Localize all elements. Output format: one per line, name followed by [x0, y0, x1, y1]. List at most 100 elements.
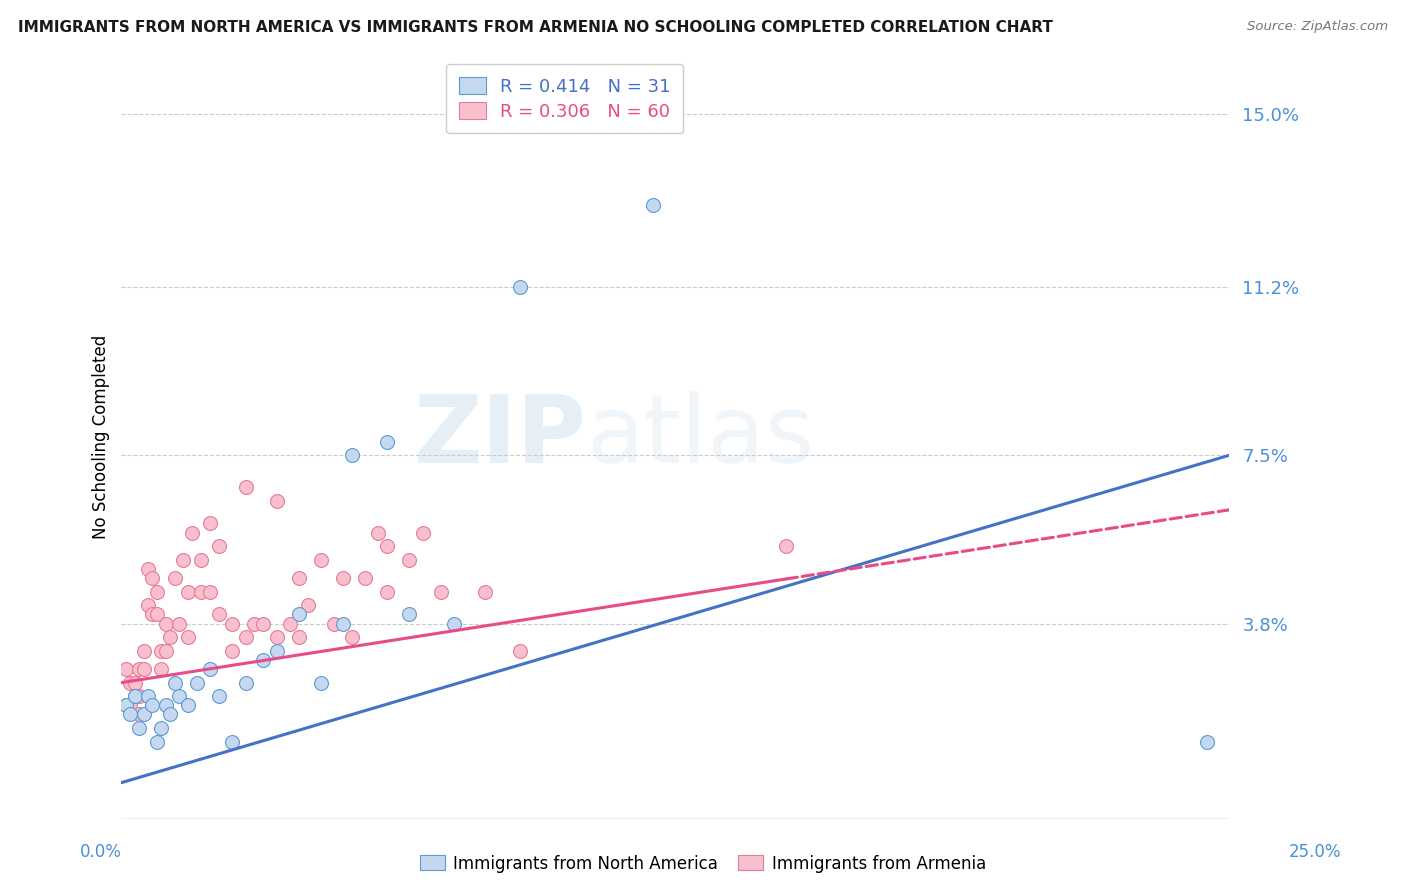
Text: ZIP: ZIP [413, 391, 586, 483]
Point [163, 675, 186, 690]
Point [235, 675, 257, 690]
Point [208, 690, 231, 704]
Point [181, 525, 204, 540]
Point [146, 584, 169, 599]
Point [155, 644, 177, 658]
Point [266, 630, 288, 644]
Point [128, 721, 150, 735]
Point [243, 616, 266, 631]
Point [474, 584, 496, 599]
Point [141, 571, 163, 585]
Point [340, 448, 363, 462]
Point [115, 698, 138, 713]
Point [1197, 735, 1219, 749]
Point [120, 698, 142, 713]
Y-axis label: No Schooling Completed: No Schooling Completed [93, 335, 110, 539]
Point [163, 571, 186, 585]
Point [221, 644, 243, 658]
Point [367, 525, 389, 540]
Point [155, 616, 177, 631]
Point [136, 599, 159, 613]
Point [177, 698, 200, 713]
Point [297, 599, 319, 613]
Point [278, 616, 301, 631]
Point [124, 675, 146, 690]
Point [208, 539, 231, 553]
Point [332, 616, 354, 631]
Point [132, 662, 155, 676]
Point [398, 607, 420, 622]
Point [309, 675, 332, 690]
Point [509, 280, 531, 294]
Point [198, 662, 221, 676]
Point [159, 630, 181, 644]
Point [132, 644, 155, 658]
Point [155, 698, 177, 713]
Point [159, 707, 181, 722]
Point [323, 616, 346, 631]
Point [167, 616, 190, 631]
Point [287, 607, 309, 622]
Point [252, 616, 274, 631]
Point [128, 662, 150, 676]
Point [190, 553, 212, 567]
Point [132, 707, 155, 722]
Point [198, 516, 221, 531]
Point [412, 525, 434, 540]
Text: 0.0%: 0.0% [80, 843, 122, 861]
Point [150, 721, 173, 735]
Text: 25.0%: 25.0% [1288, 843, 1341, 861]
Point [190, 584, 212, 599]
Point [124, 690, 146, 704]
Point [443, 616, 465, 631]
Point [221, 616, 243, 631]
Point [141, 607, 163, 622]
Point [509, 644, 531, 658]
Point [375, 434, 398, 449]
Point [198, 584, 221, 599]
Point [309, 553, 332, 567]
Point [150, 662, 173, 676]
Point [115, 698, 138, 713]
Point [340, 630, 363, 644]
Point [167, 690, 190, 704]
Point [287, 571, 309, 585]
Point [115, 662, 138, 676]
Point [186, 675, 208, 690]
Point [354, 571, 377, 585]
Point [235, 630, 257, 644]
Point [177, 584, 200, 599]
Point [150, 644, 173, 658]
Point [136, 690, 159, 704]
Point [128, 707, 150, 722]
Point [172, 553, 194, 567]
Text: Source: ZipAtlas.com: Source: ZipAtlas.com [1247, 20, 1388, 33]
Point [120, 675, 142, 690]
Point [128, 690, 150, 704]
Point [266, 493, 288, 508]
Legend: Immigrants from North America, Immigrants from Armenia: Immigrants from North America, Immigrant… [413, 848, 993, 880]
Point [398, 553, 420, 567]
Point [332, 571, 354, 585]
Point [177, 630, 200, 644]
Point [775, 539, 797, 553]
Point [375, 539, 398, 553]
Text: IMMIGRANTS FROM NORTH AMERICA VS IMMIGRANTS FROM ARMENIA NO SCHOOLING COMPLETED : IMMIGRANTS FROM NORTH AMERICA VS IMMIGRA… [18, 20, 1053, 35]
Point [266, 644, 288, 658]
Point [252, 653, 274, 667]
Point [146, 607, 169, 622]
Point [120, 707, 142, 722]
Text: atlas: atlas [586, 391, 815, 483]
Legend: R = 0.414   N = 31, R = 0.306   N = 60: R = 0.414 N = 31, R = 0.306 N = 60 [446, 64, 683, 134]
Point [235, 480, 257, 494]
Point [221, 735, 243, 749]
Point [146, 735, 169, 749]
Point [124, 690, 146, 704]
Point [208, 607, 231, 622]
Point [375, 584, 398, 599]
Point [643, 198, 665, 212]
Point [136, 562, 159, 576]
Point [287, 630, 309, 644]
Point [141, 698, 163, 713]
Point [429, 584, 451, 599]
